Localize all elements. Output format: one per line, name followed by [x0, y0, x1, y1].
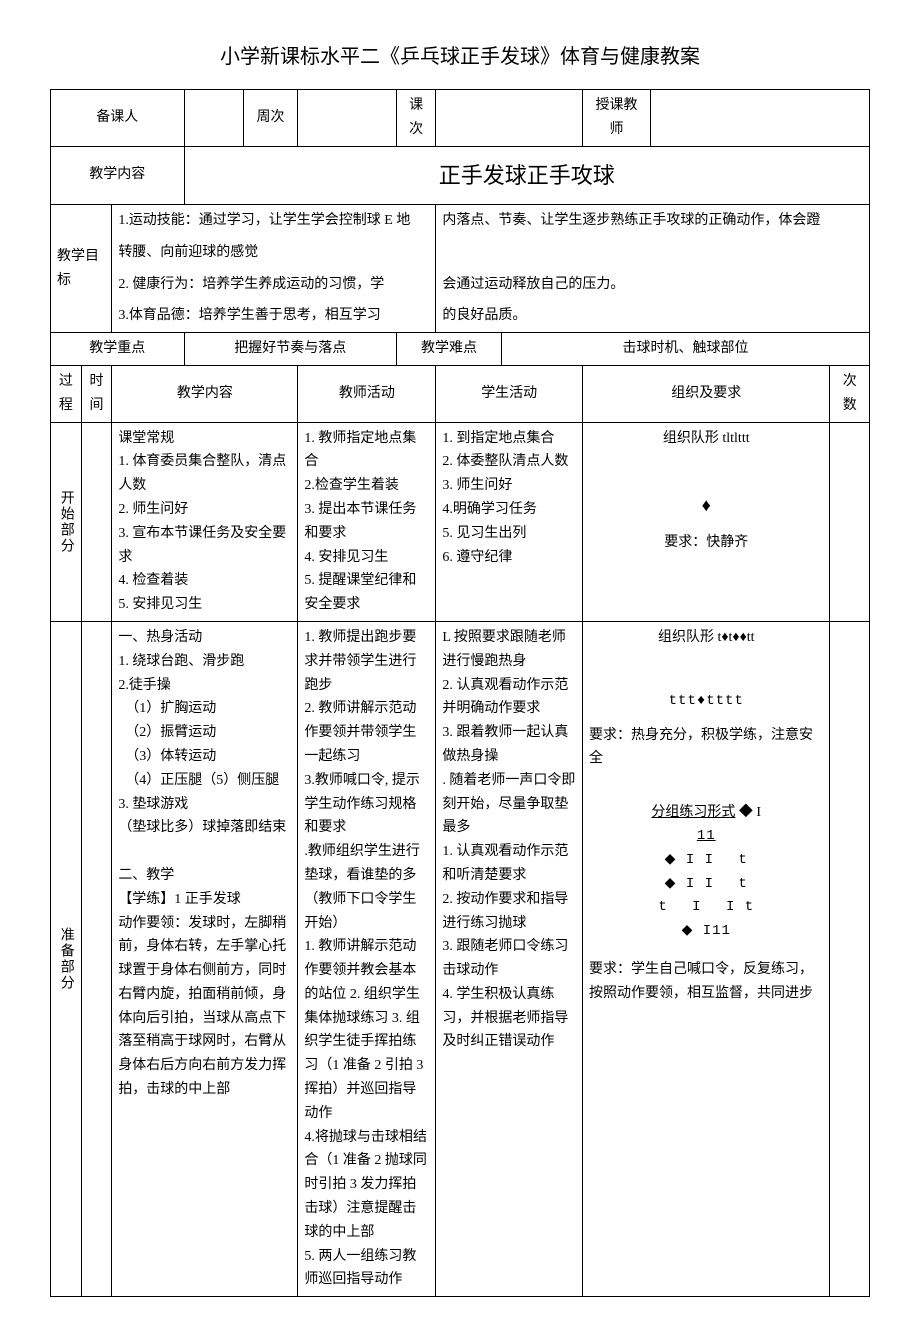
start-org-title: 组织队形 tltlttt	[589, 427, 823, 451]
teacher-value	[650, 90, 869, 147]
start-count	[830, 422, 870, 621]
prep-label: 准备部分	[51, 621, 82, 1296]
start-label: 开始部分	[51, 422, 82, 621]
prep-org-title2: 分组练习形式 ◆ I	[589, 801, 823, 825]
lesson-label: 课次	[396, 90, 435, 147]
col-time: 时间	[81, 365, 112, 422]
content-label: 教学内容	[51, 146, 185, 204]
teacher-label: 授课教师	[583, 90, 651, 147]
col-count: 次数	[830, 365, 870, 422]
prep-content: 一、热身活动 1. 绕球台跑、滑步跑 2.徒手操 （1）扩胸运动 （2）振臂运动…	[112, 621, 298, 1296]
start-org-mark: ♦	[589, 490, 823, 521]
lesson-value	[436, 90, 583, 147]
prep-org-req1: 要求：热身充分，积极学练，注意安全	[589, 724, 823, 772]
obj-1r-blank	[436, 237, 870, 269]
start-student: 1. 到指定地点集合 2. 体委整队清点人数 3. 师生问好 4.明确学习任务 …	[436, 422, 583, 621]
col-student-activity: 学生活动	[436, 365, 583, 422]
prep-count	[830, 621, 870, 1296]
obj-3-right: 的良好品质。	[436, 300, 870, 332]
prep-student: L 按照要求跟随老师进行慢跑热身 2. 认真观看动作示范并明确动作要求 3. 跟…	[436, 621, 583, 1296]
obj-3-left: 3.体育品德：培养学生善于思考，相互学习	[112, 300, 436, 332]
obj-2-left: 2. 健康行为：培养学生养成运动的习惯，学	[112, 269, 436, 301]
prep-time	[81, 621, 112, 1296]
preparer-value	[184, 90, 243, 147]
obj-2-right: 会通过运动释放自己的压力。	[436, 269, 870, 301]
prep-org-title1: 组织队形 t♦t♦♦tt	[589, 626, 823, 650]
obj-1-right: 内落点、节奏、让学生逐步熟练正手攻球的正确动作，体会蹬	[436, 204, 870, 236]
prep-org: 组织队形 t♦t♦♦tt ttt♦tttt 要求：热身充分，积极学练，注意安全 …	[583, 621, 830, 1296]
table-row: 转腰、向前迎球的感觉	[51, 237, 870, 269]
diag-l5: t I I t	[589, 896, 823, 920]
diag-l2: 11	[589, 825, 823, 849]
col-teach-content: 教学内容	[112, 365, 298, 422]
col-org-req: 组织及要求	[583, 365, 830, 422]
table-row: 过程 时间 教学内容 教师活动 学生活动 组织及要求 次数	[51, 365, 870, 422]
start-org-req: 要求：快静齐	[589, 531, 823, 555]
table-row: 教学内容 正手发球正手攻球	[51, 146, 870, 204]
content-value: 正手发球正手攻球	[184, 146, 869, 204]
table-row: 2. 健康行为：培养学生养成运动的习惯，学 会通过运动释放自己的压力。	[51, 269, 870, 301]
prep-org-req2: 要求：学生自己喊口令，反复练习，按照动作要领，相互监督，共同进步	[589, 958, 823, 1006]
diag-l3: ◆ I I t	[589, 849, 823, 873]
obj-15: 转腰、向前迎球的感觉	[112, 237, 436, 269]
start-teacher: 1. 教师指定地点集合 2.检查学生着装 3. 提出本节课任务和要求 4. 安排…	[298, 422, 436, 621]
table-row: 教学重点 把握好节奏与落点 教学难点 击球时机、触球部位	[51, 333, 870, 366]
lesson-plan-table: 备课人 周次 课次 授课教师 教学内容 正手发球正手攻球 教学目标 1.运动技能…	[50, 89, 870, 1297]
week-label: 周次	[243, 90, 298, 147]
diag-l1: ◆ I	[739, 805, 761, 820]
prep-teacher: 1. 教师提出跑步要求并带领学生进行跑步 2. 教师讲解示范动作要领并带领学生一…	[298, 621, 436, 1296]
table-row: 3.体育品德：培养学生善于思考，相互学习 的良好品质。	[51, 300, 870, 332]
diag-l6: ◆ I11	[589, 920, 823, 944]
focus-value: 把握好节奏与落点	[184, 333, 396, 366]
obj-1-left: 1.运动技能：通过学习，让学生学会控制球 E 地	[112, 204, 436, 236]
difficulty-label: 教学难点	[396, 333, 501, 366]
prep-org-mid1: ttt♦tttt	[589, 690, 823, 714]
diag-l4: ◆ I I t	[589, 873, 823, 897]
table-row: 教学目标 1.运动技能：通过学习，让学生学会控制球 E 地 内落点、节奏、让学生…	[51, 204, 870, 236]
start-time	[81, 422, 112, 621]
page-title: 小学新课标水平二《乒乓球正手发球》体育与健康教案	[50, 40, 870, 69]
start-org: 组织队形 tltlttt ♦ 要求：快静齐	[583, 422, 830, 621]
start-content: 课堂常规 1. 体育委员集合整队，清点人数 2. 师生问好 3. 宣布本节课任务…	[112, 422, 298, 621]
focus-label: 教学重点	[51, 333, 185, 366]
difficulty-value: 击球时机、触球部位	[502, 333, 870, 366]
objectives-label: 教学目标	[51, 204, 112, 332]
col-process: 过程	[51, 365, 82, 422]
table-row: 开始部分 课堂常规 1. 体育委员集合整队，清点人数 2. 师生问好 3. 宣布…	[51, 422, 870, 621]
table-row: 备课人 周次 课次 授课教师	[51, 90, 870, 147]
preparer-label: 备课人	[51, 90, 185, 147]
week-value	[298, 90, 397, 147]
prep-org-title2-text: 分组练习形式	[651, 805, 735, 820]
col-teacher-activity: 教师活动	[298, 365, 436, 422]
table-row: 准备部分 一、热身活动 1. 绕球台跑、滑步跑 2.徒手操 （1）扩胸运动 （2…	[51, 621, 870, 1296]
